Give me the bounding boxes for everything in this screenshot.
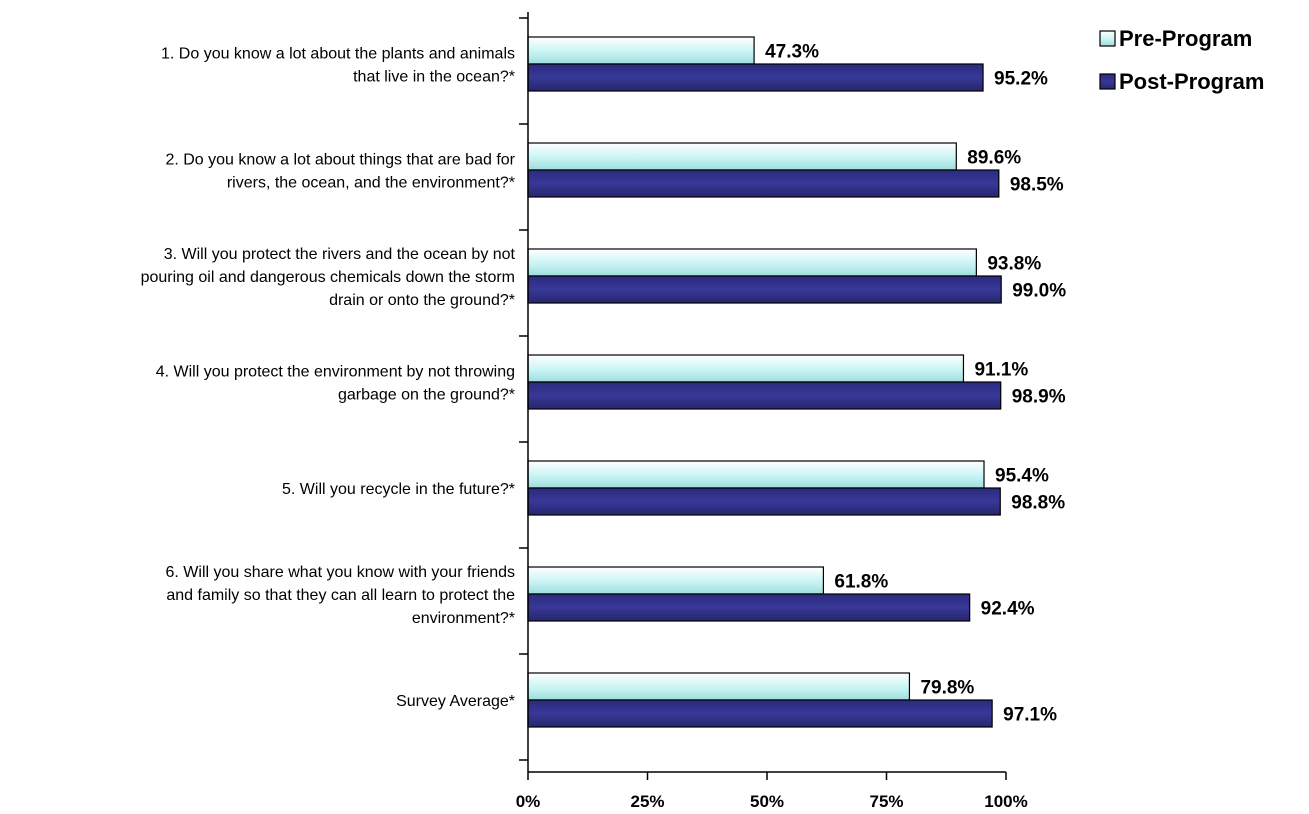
category-label: 1. Do you know a lot about the plants an… <box>161 46 515 63</box>
bar-post-program-7 <box>527 699 993 728</box>
bar-pre-program-1 <box>527 36 755 65</box>
data-label: 98.5% <box>1010 175 1064 196</box>
bar-post-program-4 <box>527 381 1002 410</box>
bar-pre-program-7 <box>527 672 911 701</box>
data-label: 93.8% <box>987 254 1041 275</box>
data-label: 61.8% <box>834 572 888 593</box>
x-tick-label: 0% <box>516 792 541 811</box>
data-label: 89.6% <box>967 148 1021 169</box>
legend-label: Post-Program <box>1119 69 1264 94</box>
x-tick-label: 100% <box>984 792 1027 811</box>
bar-post-program-1 <box>527 63 984 92</box>
category-label: drain or onto the ground?* <box>329 292 515 309</box>
category-label: 2. Do you know a lot about things that a… <box>165 152 515 169</box>
category-label: Survey Average* <box>396 693 515 710</box>
category-label: 3. Will you protect the rivers and the o… <box>164 246 516 263</box>
legend-label: Pre-Program <box>1119 26 1252 51</box>
data-label: 95.2% <box>994 69 1048 90</box>
category-label: 6. Will you share what you know with you… <box>166 564 515 581</box>
bar-pre-program-5 <box>527 460 985 489</box>
data-label: 98.8% <box>1011 493 1065 514</box>
category-label: 5. Will you recycle in the future?* <box>282 481 515 498</box>
data-label: 97.1% <box>1003 705 1057 726</box>
plot-area: 47.3% 95.2% 1. Do you know a lot about the… <box>141 12 1066 811</box>
x-tick-label: 75% <box>869 792 903 811</box>
bar-post-program-6 <box>527 593 971 622</box>
x-tick-label: 25% <box>630 792 664 811</box>
bar-pre-program-6 <box>527 566 825 595</box>
data-label: 91.1% <box>974 360 1028 381</box>
legend-swatch-post-program <box>1099 73 1116 90</box>
data-label: 99.0% <box>1012 281 1066 302</box>
data-label: 47.3% <box>765 42 819 63</box>
category-label: pouring oil and dangerous chemicals down… <box>141 269 515 286</box>
data-label: 92.4% <box>981 599 1035 620</box>
bar-pre-program-4 <box>527 354 965 383</box>
category-label: environment?* <box>412 610 515 627</box>
data-label: 98.9% <box>1012 387 1066 408</box>
bar-post-program-5 <box>527 487 1001 516</box>
category-label: that live in the ocean?* <box>353 69 515 86</box>
bar-post-program-3 <box>527 275 1002 304</box>
legend: Pre-Program Post-Program <box>1099 26 1264 94</box>
x-tick-label: 50% <box>750 792 784 811</box>
category-label: 4. Will you protect the environment by n… <box>156 364 515 381</box>
data-label: 95.4% <box>995 466 1049 487</box>
category-label: and family so that they can all learn to… <box>166 587 515 604</box>
bar-pre-program-2 <box>527 142 957 171</box>
category-label: garbage on the ground?* <box>338 387 515 404</box>
bar-pre-program-3 <box>527 248 977 277</box>
data-label: 79.8% <box>920 678 974 699</box>
category-label: rivers, the ocean, and the environment?* <box>227 175 515 192</box>
legend-swatch-pre-program <box>1099 30 1116 47</box>
bar-post-program-2 <box>527 169 1000 198</box>
